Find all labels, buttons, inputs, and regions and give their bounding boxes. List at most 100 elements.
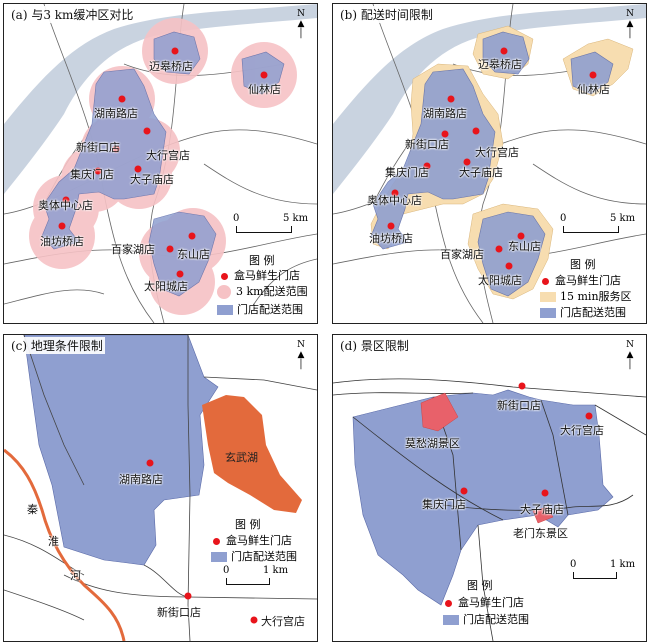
store-label: 油坊桥店 (40, 235, 84, 248)
lake-label: 玄武湖 (225, 451, 258, 464)
scale-end: 1 km (263, 565, 289, 576)
river-label: 河 (70, 569, 81, 582)
store-label: 大行宫店 (560, 424, 604, 437)
store-label: 迈皋桥店 (149, 60, 193, 73)
legend-title: 图 例 (249, 254, 275, 267)
river-label: 秦 (27, 503, 38, 516)
store-label: 湖南路店 (94, 107, 138, 120)
store-label: 集庆门店 (422, 498, 466, 511)
yangtze-river (4, 4, 317, 194)
legend-title: 图 例 (467, 579, 493, 592)
delivery-range-area (352, 389, 614, 606)
qinhuai-river (4, 448, 126, 641)
store-label: 奥体中心店 (38, 199, 93, 212)
store-label: 大子庙店 (130, 173, 174, 186)
delivery-range-area (23, 335, 219, 566)
store-label: 东山店 (177, 248, 210, 261)
legend-buffer: 3 km配送范围 (217, 283, 308, 299)
store-label: 仙林店 (577, 83, 610, 96)
panel-b-map: (b) 配送时间限制 N ▲ │ 迈皋桥店 仙林店 湖南路店 新街口店 大行宫店 集… (332, 3, 647, 324)
store-label: 太阳城店 (144, 280, 188, 293)
store-label: 油坊桥店 (369, 232, 413, 245)
store-label: 迈皋桥店 (478, 58, 522, 71)
store-label: 集庆门店 (385, 166, 429, 179)
scale-end: 1 km (610, 559, 636, 570)
legend-store: 盒马鲜生门店 (209, 532, 292, 548)
panel-c-canvas (4, 335, 317, 641)
panel-a-title: (a) 与3 km缓冲区对比 (9, 6, 136, 23)
mochou-lake-scenic (420, 392, 459, 432)
red-dot-icon (445, 599, 452, 607)
store-label: 奥体中心店 (367, 194, 422, 207)
panel-a-map: (a) 与3 km缓冲区对比 N ▲ │ 迈皋桥店 仙林店 湖南路店 新街口店 大行… (3, 3, 318, 324)
red-dot-icon (542, 277, 549, 285)
pink-circle-icon (217, 285, 231, 299)
red-dot-icon (213, 537, 220, 545)
blue-swatch-icon (211, 552, 227, 562)
store-label: 集庆门店 (70, 168, 114, 181)
store-dots-c (146, 459, 258, 624)
panel-b-title: (b) 配送时间限制 (338, 6, 435, 23)
north-arrow-icon: N ▲ │ (297, 340, 305, 370)
store-label: 东山店 (508, 240, 541, 253)
panel-c-title: (c) 地理条件限制 (9, 337, 105, 354)
blue-swatch-icon (540, 308, 556, 318)
store-label: 湖南路店 (119, 473, 163, 486)
scale-bar (563, 226, 619, 233)
panel-d-title: (d) 景区限制 (338, 337, 411, 354)
store-label: 大子庙店 (520, 503, 564, 516)
blue-swatch-icon (217, 305, 233, 315)
legend-store: 盒马鲜生门店 (441, 594, 524, 610)
red-dot-icon (221, 272, 228, 280)
scale-end: 5 km (283, 213, 309, 224)
legend-range: 门店配送范围 (540, 304, 626, 320)
north-arrow-icon: N ▲ │ (297, 9, 305, 39)
store-label: 大行宫店 (261, 615, 305, 628)
scale-zero: 0 (223, 565, 230, 576)
legend-title: 图 例 (235, 518, 261, 531)
legend-store: 盒马鲜生门店 (538, 272, 621, 288)
store-dots-b (387, 47, 597, 270)
legend-range: 门店配送范围 (211, 548, 297, 564)
laomendong-scenic (532, 506, 554, 524)
legend-service: 15 min服务区 (540, 288, 632, 304)
panel-d-map: (d) 景区限制 N ▲ │ 新街口店 大行宫店 集庆门店 大子庙店 莫愁湖景区 老… (332, 334, 647, 642)
blue-swatch-icon (443, 615, 459, 625)
beige-swatch-icon (540, 292, 556, 302)
scenic-label: 老门东景区 (513, 527, 568, 540)
store-label: 大子庙店 (459, 166, 503, 179)
panel-d-canvas (333, 378, 646, 641)
store-label: 新街口店 (405, 138, 449, 151)
panel-c-map: (c) 地理条件限制 N ▲ │ 湖南路店 新街口店 大行宫店 玄武湖 秦 淮 河 … (3, 334, 318, 642)
store-label: 大行宫店 (146, 149, 190, 162)
legend-range: 门店配送范围 (443, 611, 529, 627)
store-label: 新街口店 (157, 606, 201, 619)
store-dots-d (460, 382, 593, 497)
scale-bar (226, 578, 270, 585)
scenic-label: 莫愁湖景区 (405, 437, 460, 450)
scale-bar (236, 226, 292, 233)
store-label: 太阳城店 (478, 274, 522, 287)
panel-b-canvas (333, 4, 646, 323)
store-label: 新街口店 (76, 141, 120, 154)
store-label: 百家湖店 (440, 248, 484, 261)
road-network (4, 335, 317, 641)
store-dots-a (58, 47, 268, 278)
legend-range: 门店配送范围 (217, 301, 303, 317)
scale-bar (573, 572, 617, 579)
yangtze-river (333, 4, 646, 194)
road-network (333, 378, 646, 641)
legend-store: 盒马鲜生门店 (217, 267, 300, 283)
north-arrow-icon: N ▲ │ (626, 340, 634, 370)
store-label: 百家湖店 (111, 243, 155, 256)
store-label: 新街口店 (497, 399, 541, 412)
north-arrow-icon: N ▲ │ (626, 9, 634, 39)
panel-a-canvas (4, 4, 317, 323)
scale-zero: 0 (233, 213, 240, 224)
river-label: 淮 (48, 535, 59, 548)
scale-zero: 0 (560, 213, 567, 224)
delivery-range-layer (41, 31, 285, 297)
scale-zero: 0 (570, 559, 577, 570)
xuanwu-lake (202, 395, 302, 513)
store-label: 湖南路店 (423, 107, 467, 120)
